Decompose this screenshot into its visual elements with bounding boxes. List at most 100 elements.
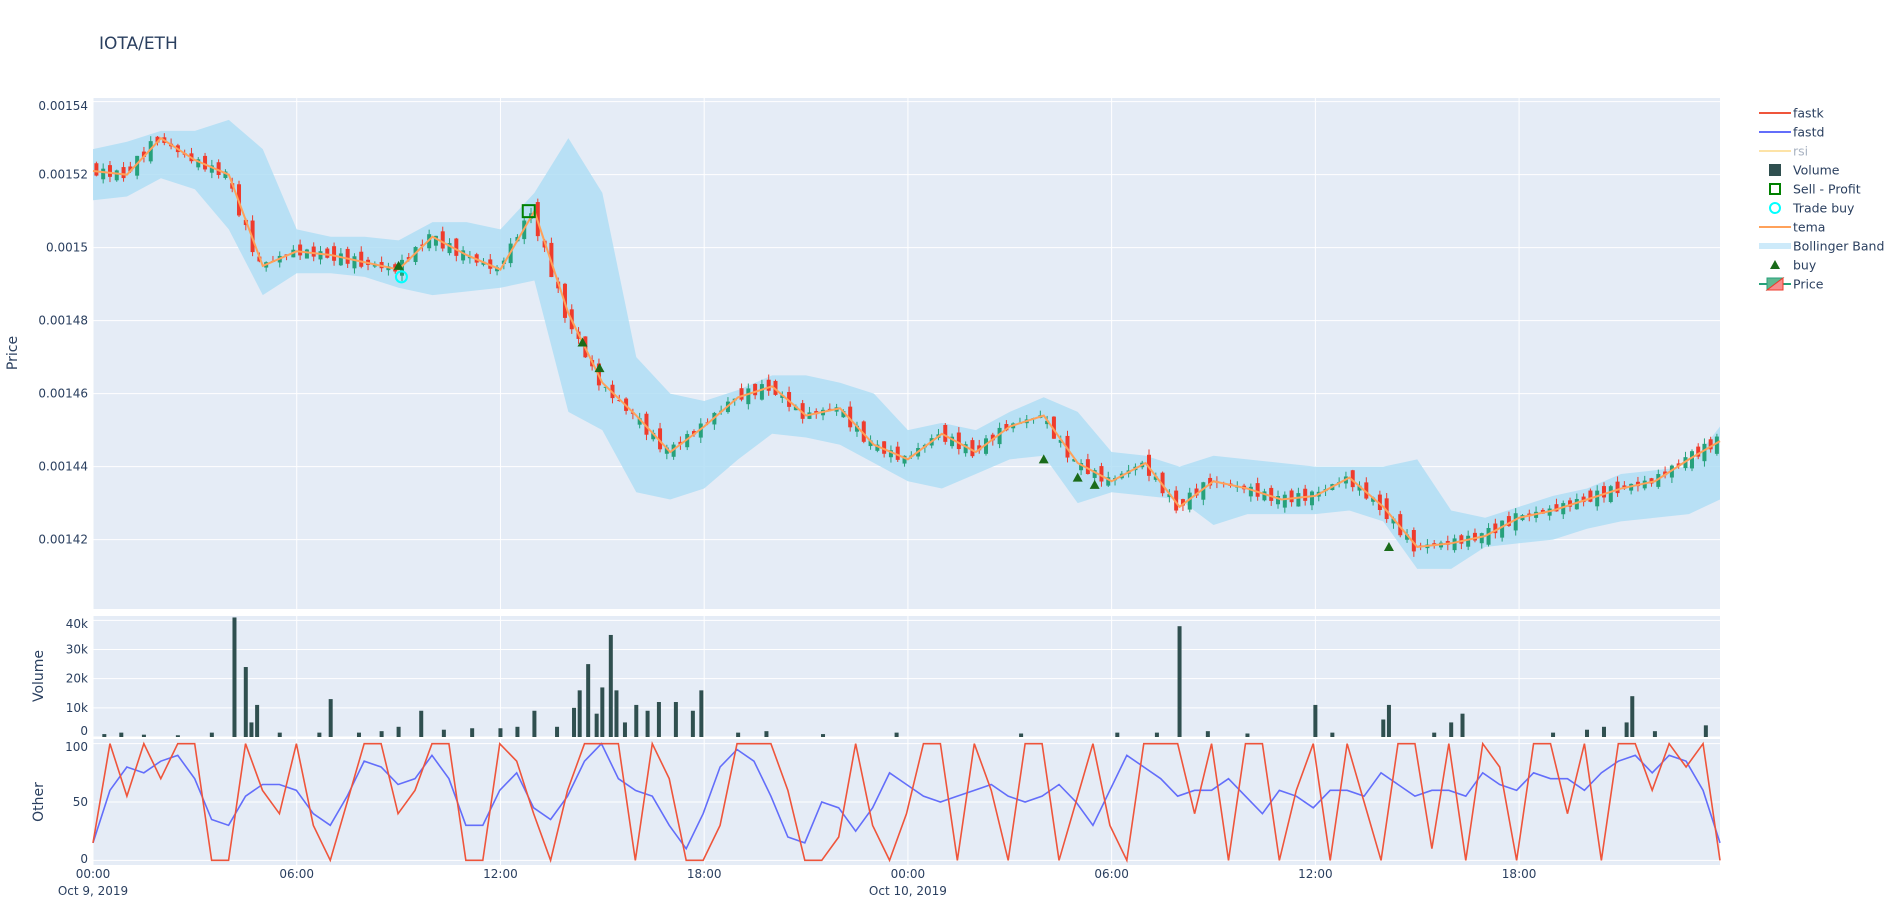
- candle-body: [203, 155, 208, 170]
- y-tick-label: 30k: [66, 643, 88, 657]
- legend-item-bollinger-band[interactable]: Bollinger Band: [1759, 239, 1884, 254]
- volume-bar: [317, 732, 322, 737]
- plot-area-volume: [93, 616, 1720, 737]
- candle-body: [114, 170, 119, 181]
- volume-bar: [608, 634, 613, 737]
- candle-body: [698, 423, 703, 438]
- y-tick-label: 50: [73, 795, 88, 809]
- candle-body: [1174, 490, 1179, 511]
- y-tick-label: 40k: [66, 617, 88, 631]
- y-axis-title-other: Other: [31, 782, 47, 822]
- candle-body: [773, 380, 778, 395]
- y-tick-label: 20k: [66, 672, 88, 686]
- candle-body: [148, 141, 153, 162]
- candle-body: [135, 155, 140, 176]
- volume-bar: [645, 710, 650, 737]
- legend-item-buy[interactable]: buy: [1770, 258, 1817, 273]
- candle-body: [1615, 481, 1620, 494]
- legend[interactable]: fastk fastd rsi Volume Sell - Profit Trade bu…: [1759, 106, 1884, 292]
- candle-body: [101, 168, 106, 180]
- candle-body: [1561, 503, 1566, 515]
- legend-item-trade-buy[interactable]: Trade buy: [1769, 201, 1855, 216]
- volume-bar: [1386, 704, 1391, 737]
- candle-body: [1513, 513, 1518, 531]
- volume-bar: [894, 732, 899, 737]
- candle-body: [1276, 496, 1281, 505]
- candle-body: [1208, 477, 1213, 486]
- legend-triangle-icon: [1770, 260, 1780, 269]
- volume-bar: [699, 690, 704, 737]
- candle-body: [780, 395, 785, 398]
- buy-marker: [1089, 479, 1100, 489]
- candle-body: [1663, 471, 1668, 476]
- x-tick-label: 06:00: [279, 867, 314, 881]
- volume-bar: [1551, 732, 1556, 737]
- legend-square-icon: [1769, 164, 1781, 176]
- volume-bar: [1177, 626, 1182, 737]
- legend-label: buy: [1793, 258, 1817, 273]
- candle-body: [338, 253, 343, 266]
- candle-body: [1180, 499, 1185, 506]
- fastk-line: [92, 740, 1721, 864]
- volume-bar: [532, 710, 537, 737]
- legend-label: tema: [1793, 220, 1825, 235]
- candle-body: [318, 251, 323, 260]
- volume-bar: [255, 704, 260, 737]
- candle-body: [94, 163, 99, 176]
- candle-body: [1479, 533, 1484, 544]
- volume-bar: [396, 726, 401, 737]
- legend-circle-icon: [1769, 202, 1781, 214]
- legend-item-fastk[interactable]: fastk: [1759, 106, 1824, 121]
- candle-body: [1201, 482, 1206, 500]
- candle-body: [1714, 436, 1719, 454]
- candle-body: [943, 424, 948, 442]
- y-axis-title-price: Price: [5, 336, 21, 370]
- candle-body: [1574, 498, 1579, 510]
- buy-marker: [577, 337, 588, 347]
- candle-body: [1398, 514, 1403, 536]
- x-tick-label: 12:00: [1298, 867, 1333, 881]
- y-tick-label: 100: [65, 740, 88, 754]
- candle-body: [141, 151, 146, 157]
- candle-body: [1371, 497, 1376, 502]
- candle-body: [216, 162, 221, 176]
- volume-bar: [555, 726, 560, 737]
- legend-item-sell-profit[interactable]: Sell - Profit: [1769, 182, 1861, 197]
- candle-body: [854, 425, 859, 432]
- legend-item-tema[interactable]: tema: [1759, 220, 1825, 235]
- candle-body: [209, 165, 214, 173]
- buy-marker: [1072, 472, 1083, 482]
- candle-body: [1649, 478, 1654, 484]
- candle-body: [352, 256, 357, 269]
- candle-body: [956, 432, 961, 450]
- volume-bar: [764, 731, 769, 737]
- candle-body: [787, 392, 792, 407]
- legend-item-volume[interactable]: Volume: [1769, 163, 1840, 178]
- volume-bar: [515, 726, 520, 737]
- candle-body: [128, 166, 133, 172]
- candle-body: [1065, 435, 1070, 458]
- candle-body: [454, 238, 459, 256]
- y-tick-label: 0: [80, 852, 88, 866]
- candle-body: [1289, 490, 1294, 503]
- candle-body: [1296, 493, 1301, 507]
- volume-bar: [586, 664, 591, 737]
- candle-body: [1642, 480, 1647, 489]
- candle-body: [1669, 465, 1674, 478]
- candle-body: [1364, 482, 1369, 499]
- volume-bar: [119, 732, 124, 737]
- candle-body: [895, 446, 900, 460]
- candle-body: [1099, 466, 1104, 482]
- candle-body: [298, 244, 303, 256]
- candle-body: [1045, 420, 1050, 425]
- candle-body: [359, 251, 364, 267]
- legend-item-rsi[interactable]: rsi: [1759, 144, 1808, 159]
- legend-item-price[interactable]: Price: [1759, 277, 1824, 292]
- candle-body: [1072, 459, 1077, 462]
- candle-body: [970, 440, 975, 457]
- y-tick-label: 0.00142: [38, 533, 88, 547]
- candle-body: [1269, 487, 1274, 501]
- legend-item-fastd[interactable]: fastd: [1759, 125, 1824, 140]
- candle-body: [1303, 488, 1308, 501]
- candle-body: [121, 167, 126, 179]
